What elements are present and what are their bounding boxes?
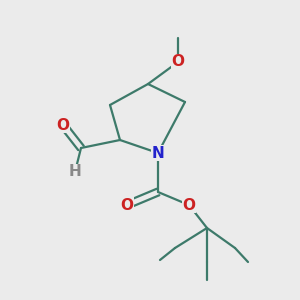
Text: O: O — [121, 197, 134, 212]
Text: N: N — [152, 146, 164, 160]
Text: O: O — [56, 118, 70, 133]
Text: O: O — [182, 197, 196, 212]
Text: O: O — [172, 55, 184, 70]
Text: H: H — [69, 164, 81, 179]
